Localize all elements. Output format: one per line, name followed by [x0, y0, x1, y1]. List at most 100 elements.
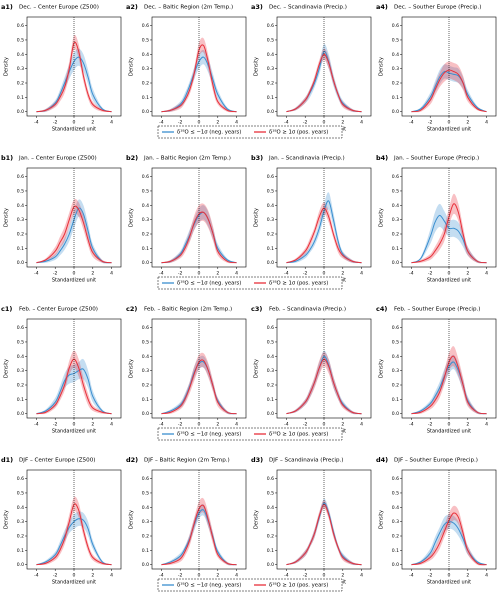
uncertainty-band [411, 203, 487, 264]
uncertainty-band [161, 503, 237, 566]
y-tick-label: 0.1 [392, 548, 399, 554]
x-tick-label: -2 [53, 422, 58, 428]
y-tick-label: 0.5 [392, 339, 399, 345]
y-tick-label: 0.5 [142, 37, 149, 43]
plot-frame [26, 318, 122, 419]
y-tick-label: 0.6 [17, 476, 24, 482]
x-axis-label: Standardized unit [52, 429, 96, 435]
panel-label: a3) [251, 3, 263, 11]
panel-title: Jan. – Baltic Region (2m Temp.) [143, 156, 231, 162]
y-tick-label: 0.0 [392, 109, 399, 115]
x-tick-label: 0 [323, 573, 326, 579]
y-tick-label: 0.6 [17, 325, 24, 331]
x-tick-label: -2 [428, 120, 433, 126]
panel-title: Feb. – Baltic Region (2m Temp.) [144, 307, 232, 313]
y-tick-label: 0.4 [142, 505, 149, 511]
panel-label: d4) [376, 456, 388, 464]
x-tick-label: 0 [448, 573, 451, 579]
plot-frame [151, 167, 247, 268]
plot-frame [151, 469, 247, 570]
y-tick-label: 0.2 [142, 81, 149, 87]
plot-frame [26, 16, 122, 117]
y-axis-label: Density [129, 359, 135, 378]
legend-label: δ¹⁸O ≤ −1σ (neg. years) [177, 129, 241, 136]
y-tick-label: 0.1 [17, 548, 24, 554]
y-tick-label: 0.4 [392, 354, 399, 360]
y-axis-label: Density [254, 57, 260, 76]
y-axis-label: Density [379, 208, 385, 227]
x-tick-label: 2 [341, 573, 344, 579]
panel-label: d2) [126, 456, 138, 464]
y-tick-label: 0.6 [392, 476, 399, 482]
panel-label: b1) [1, 154, 13, 162]
x-tick-label: 2 [91, 422, 94, 428]
y-tick-label: 0.6 [17, 174, 24, 180]
y-tick-label: 0.5 [17, 339, 24, 345]
y-tick-label: 0.3 [142, 519, 149, 525]
y-axis-label: Density [254, 359, 260, 378]
panel-label: b2) [126, 154, 138, 162]
y-tick-label: 0.5 [142, 188, 149, 194]
legend-box [157, 276, 343, 290]
plot-frame [401, 167, 497, 268]
y-tick-label: 0.5 [392, 188, 399, 194]
y-tick-label: 0.1 [267, 95, 274, 101]
panel-title: DJF – Scandinavia (Precip.) [269, 458, 344, 464]
uncertainty-band [161, 37, 237, 113]
panel-title: Jan. – Center Europe (Z500) [18, 156, 97, 162]
y-axis-label: Density [379, 359, 385, 378]
density-line [411, 355, 487, 415]
plot-frame [401, 16, 497, 117]
y-tick-label: 0.3 [142, 217, 149, 223]
x-tick-label: 2 [91, 120, 94, 126]
x-tick-label: 0 [73, 422, 76, 428]
legend-label: δ¹⁸O ≥ 1σ (pos. years) [269, 431, 328, 438]
density-line [36, 518, 112, 566]
plot-frame [401, 318, 497, 419]
x-tick-label: 0 [73, 120, 76, 126]
x-tick-label: 4 [110, 120, 113, 126]
y-tick-label: 0.4 [267, 354, 274, 360]
legend-label: δ¹⁸O ≥ 1σ (pos. years) [269, 582, 328, 589]
y-tick-label: 0.1 [142, 397, 149, 403]
panel-title: DJF – Souther Europe (Precip.) [394, 458, 478, 464]
x-tick-label: -4 [284, 271, 289, 277]
x-tick-label: 0 [198, 422, 201, 428]
y-tick-label: 0.0 [267, 411, 274, 417]
x-tick-label: 4 [485, 573, 488, 579]
x-tick-label: -4 [159, 422, 164, 428]
x-tick-label: -2 [303, 422, 308, 428]
y-tick-label: 0.1 [392, 246, 399, 252]
y-tick-label: 0.3 [392, 368, 399, 374]
panel-title: Feb. – Souther Europe (Precip.) [394, 307, 480, 313]
x-axis-label: Standardized unit [427, 127, 471, 133]
x-tick-label: 4 [110, 422, 113, 428]
y-tick-label: 0.2 [392, 81, 399, 87]
x-tick-label: -4 [409, 120, 414, 126]
x-tick-label: 4 [235, 422, 238, 428]
x-tick-label: -4 [34, 573, 39, 579]
y-tick-label: 0.3 [17, 368, 24, 374]
x-tick-label: -4 [284, 120, 289, 126]
x-tick-label: 0 [73, 271, 76, 277]
y-tick-label: 0.2 [392, 534, 399, 540]
y-tick-label: 0.0 [392, 562, 399, 568]
y-tick-label: 0.1 [392, 95, 399, 101]
x-tick-label: 4 [360, 573, 363, 579]
legend-box [157, 578, 343, 592]
x-tick-label: 4 [235, 271, 238, 277]
y-tick-label: 0.0 [267, 109, 274, 115]
density-line [161, 509, 237, 566]
y-tick-label: 0.1 [267, 246, 274, 252]
y-tick-label: 0.2 [142, 383, 149, 389]
x-tick-label: -2 [303, 573, 308, 579]
panel-title: Dec. – Baltic Region (2m Temp.) [144, 5, 233, 11]
x-axis-label: Standardized unit [427, 429, 471, 435]
x-tick-label: -2 [178, 271, 183, 277]
y-tick-label: 0.1 [267, 397, 274, 403]
y-tick-label: 0.5 [267, 490, 274, 496]
y-tick-label: 0.0 [142, 260, 149, 266]
y-tick-label: 0.3 [392, 66, 399, 72]
y-tick-label: 0.2 [142, 232, 149, 238]
x-tick-label: 4 [235, 573, 238, 579]
